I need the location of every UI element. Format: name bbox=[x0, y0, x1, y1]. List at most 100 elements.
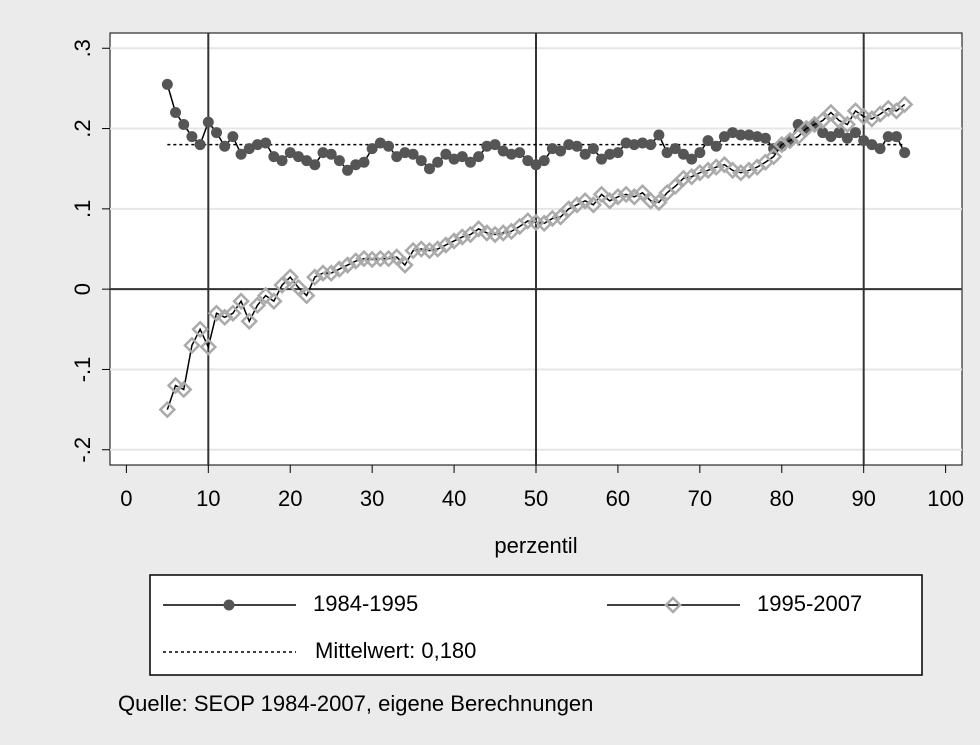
point bbox=[424, 163, 435, 175]
point bbox=[715, 155, 734, 174]
point bbox=[764, 147, 783, 166]
point bbox=[284, 147, 296, 159]
point bbox=[322, 264, 340, 282]
point bbox=[232, 292, 250, 310]
x-tick-label: 60 bbox=[606, 486, 630, 511]
point bbox=[166, 376, 185, 395]
point bbox=[817, 127, 829, 139]
point bbox=[292, 151, 304, 163]
point bbox=[825, 131, 837, 143]
point bbox=[338, 256, 357, 274]
point bbox=[866, 139, 878, 151]
point bbox=[650, 193, 668, 212]
point bbox=[813, 111, 832, 130]
point bbox=[612, 147, 624, 159]
point bbox=[773, 135, 791, 154]
point bbox=[330, 260, 349, 278]
point bbox=[600, 192, 619, 210]
point bbox=[281, 268, 299, 286]
point bbox=[579, 148, 591, 160]
point bbox=[396, 256, 414, 274]
legend bbox=[149, 574, 923, 676]
point bbox=[194, 139, 206, 151]
point bbox=[486, 225, 504, 244]
point bbox=[158, 400, 177, 419]
y-tick-label: -.1 bbox=[70, 357, 95, 383]
point bbox=[219, 140, 231, 152]
point bbox=[481, 140, 493, 152]
y-tick-label: .1 bbox=[70, 200, 95, 218]
point bbox=[677, 148, 689, 160]
point bbox=[686, 153, 698, 165]
legend-marker bbox=[664, 596, 682, 614]
legend-marker bbox=[223, 599, 235, 611]
point bbox=[379, 249, 398, 268]
point bbox=[850, 127, 861, 139]
point bbox=[333, 155, 345, 167]
x-tick-label: 50 bbox=[524, 486, 548, 511]
point bbox=[899, 147, 911, 159]
point bbox=[604, 148, 616, 160]
point bbox=[592, 185, 611, 204]
point bbox=[235, 148, 247, 160]
point bbox=[428, 240, 447, 258]
point bbox=[568, 196, 586, 214]
point bbox=[260, 137, 272, 149]
point bbox=[781, 131, 799, 150]
x-tick-label: 70 bbox=[688, 486, 712, 511]
point bbox=[358, 156, 370, 168]
legend-label: 1995-2007 bbox=[757, 591, 862, 616]
point bbox=[797, 119, 816, 138]
point bbox=[317, 147, 329, 159]
point bbox=[453, 228, 472, 246]
point bbox=[653, 129, 665, 141]
point bbox=[289, 278, 308, 297]
point bbox=[596, 153, 608, 165]
point bbox=[363, 250, 381, 269]
point bbox=[833, 127, 845, 139]
point bbox=[473, 151, 485, 163]
point bbox=[587, 143, 599, 155]
point bbox=[494, 224, 512, 242]
point bbox=[170, 106, 182, 118]
legend-label: Mittelwert: 0,180 bbox=[315, 638, 476, 663]
point bbox=[838, 115, 857, 134]
point bbox=[227, 131, 239, 143]
point bbox=[207, 304, 226, 323]
point bbox=[211, 127, 222, 139]
point bbox=[628, 139, 640, 151]
point bbox=[735, 129, 747, 141]
point bbox=[440, 148, 452, 160]
point bbox=[822, 103, 840, 122]
point bbox=[407, 148, 419, 160]
point bbox=[215, 308, 234, 327]
point bbox=[273, 276, 291, 294]
note: Quelle: SEOP 1984-2007, eigene Berechnun… bbox=[118, 691, 593, 716]
point bbox=[882, 131, 894, 143]
point bbox=[530, 159, 542, 171]
x-tick-label: 20 bbox=[278, 486, 302, 511]
point bbox=[694, 147, 706, 159]
point bbox=[391, 151, 403, 163]
point bbox=[489, 139, 501, 151]
point bbox=[224, 304, 242, 323]
point bbox=[366, 143, 378, 155]
point bbox=[584, 196, 603, 214]
x-tick-label: 100 bbox=[927, 486, 964, 511]
point bbox=[183, 336, 201, 355]
point bbox=[191, 320, 209, 339]
point bbox=[661, 147, 673, 159]
point bbox=[645, 139, 657, 151]
point bbox=[432, 156, 444, 168]
x-tick-label: 90 bbox=[851, 486, 875, 511]
point bbox=[186, 131, 198, 143]
point bbox=[858, 135, 870, 147]
point bbox=[625, 188, 644, 206]
point bbox=[268, 151, 280, 163]
point bbox=[551, 208, 570, 226]
point bbox=[609, 188, 627, 206]
x-tick-label: 0 bbox=[120, 486, 132, 511]
point bbox=[174, 380, 193, 399]
point bbox=[415, 155, 427, 167]
